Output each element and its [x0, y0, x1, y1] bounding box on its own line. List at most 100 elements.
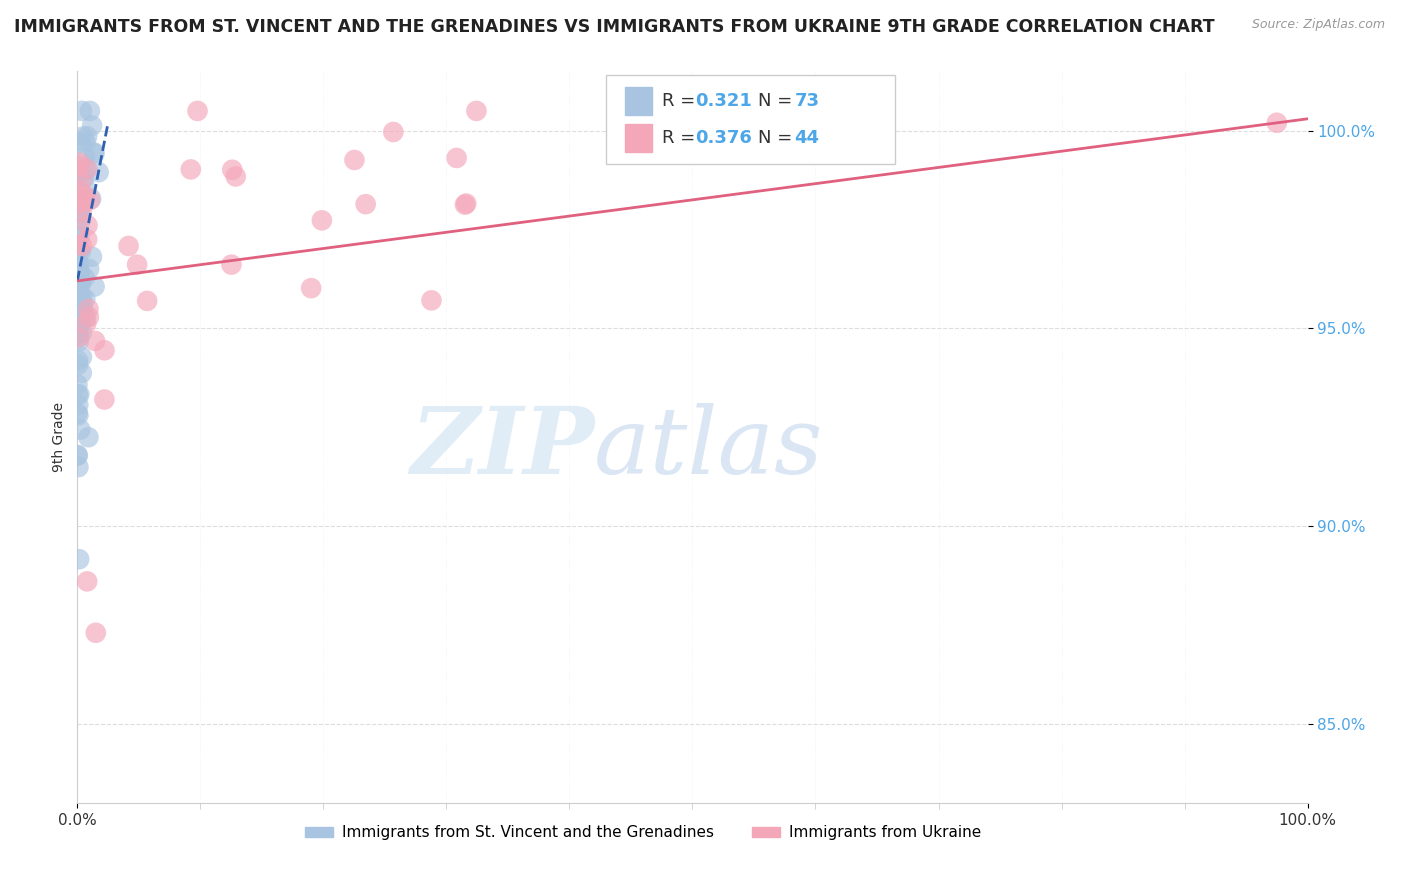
Point [67, 155, 90, 169]
Point [180, 162, 202, 177]
Point [67, 265, 90, 279]
Point [127, 258, 149, 272]
Point [83, 146, 105, 161]
Point [69, 160, 91, 174]
Point [70, 103, 93, 118]
Point [67, 388, 90, 402]
Point [136, 293, 159, 308]
Point [80, 192, 103, 206]
Point [66, 266, 89, 280]
Point [70, 239, 93, 253]
Point [73, 178, 96, 193]
Point [446, 151, 468, 165]
FancyBboxPatch shape [624, 124, 652, 152]
Point [76, 129, 98, 144]
Point [67, 353, 90, 368]
Point [66, 330, 89, 344]
Y-axis label: 9th Grade: 9th Grade [52, 402, 66, 472]
Point [66, 377, 89, 392]
Point [69, 276, 91, 290]
Point [82, 119, 104, 133]
Point [75, 162, 97, 177]
Text: 0.321: 0.321 [695, 93, 752, 111]
Point [66, 328, 89, 343]
Point [77, 310, 100, 324]
Point [67, 317, 90, 331]
Point [67, 183, 90, 197]
Point [76, 219, 98, 233]
Point [66, 449, 89, 463]
Point [67, 237, 90, 252]
Point [70, 199, 93, 213]
Point [67, 302, 90, 317]
Point [83, 279, 105, 293]
Text: Source: ZipAtlas.com: Source: ZipAtlas.com [1251, 18, 1385, 31]
Point [311, 213, 333, 227]
Point [79, 103, 101, 118]
Point [72, 303, 94, 318]
Point [70, 350, 93, 364]
Point [454, 197, 477, 211]
Point [67, 166, 90, 180]
Point [73, 194, 96, 209]
Point [382, 125, 405, 139]
Point [70, 290, 93, 304]
Point [420, 293, 443, 308]
Point [73, 188, 96, 202]
Point [117, 239, 139, 253]
Point [66, 448, 89, 462]
Point [456, 196, 478, 211]
Point [93, 392, 115, 407]
Point [67, 265, 90, 279]
Point [77, 430, 100, 444]
Point [221, 162, 243, 177]
Text: IMMIGRANTS FROM ST. VINCENT AND THE GRENADINES VS IMMIGRANTS FROM UKRAINE 9TH GR: IMMIGRANTS FROM ST. VINCENT AND THE GREN… [14, 18, 1215, 36]
Point [83, 145, 105, 160]
Point [66, 184, 89, 198]
Point [67, 387, 90, 401]
Point [93, 343, 115, 358]
Point [66, 326, 89, 340]
Point [69, 213, 91, 227]
Point [1265, 116, 1288, 130]
Point [80, 250, 103, 264]
Point [225, 169, 247, 184]
Point [343, 153, 366, 167]
Point [70, 205, 93, 219]
Point [70, 244, 93, 259]
Point [299, 281, 322, 295]
Point [67, 205, 90, 219]
Point [70, 316, 93, 330]
Point [72, 129, 94, 144]
Text: R =: R = [662, 93, 700, 111]
Point [67, 398, 90, 412]
Point [66, 267, 89, 281]
Point [66, 406, 89, 420]
Text: R =: R = [662, 129, 700, 147]
Point [84, 334, 107, 348]
Point [67, 194, 90, 208]
Point [67, 552, 90, 566]
Point [70, 277, 93, 291]
Point [69, 293, 91, 308]
Point [76, 161, 98, 176]
Text: ZIP: ZIP [409, 403, 595, 493]
Point [87, 165, 110, 179]
Point [67, 460, 90, 475]
Point [69, 266, 91, 280]
Point [75, 135, 97, 149]
Point [67, 222, 90, 236]
Point [354, 197, 377, 211]
Point [73, 150, 96, 164]
Point [465, 103, 488, 118]
Text: atlas: atlas [595, 403, 824, 493]
Text: N =: N = [758, 93, 797, 111]
Text: N =: N = [758, 129, 797, 147]
Point [186, 103, 208, 118]
Point [70, 302, 93, 317]
Point [79, 193, 101, 207]
FancyBboxPatch shape [606, 75, 896, 164]
Point [67, 408, 90, 422]
Point [70, 326, 93, 340]
Point [70, 175, 93, 189]
